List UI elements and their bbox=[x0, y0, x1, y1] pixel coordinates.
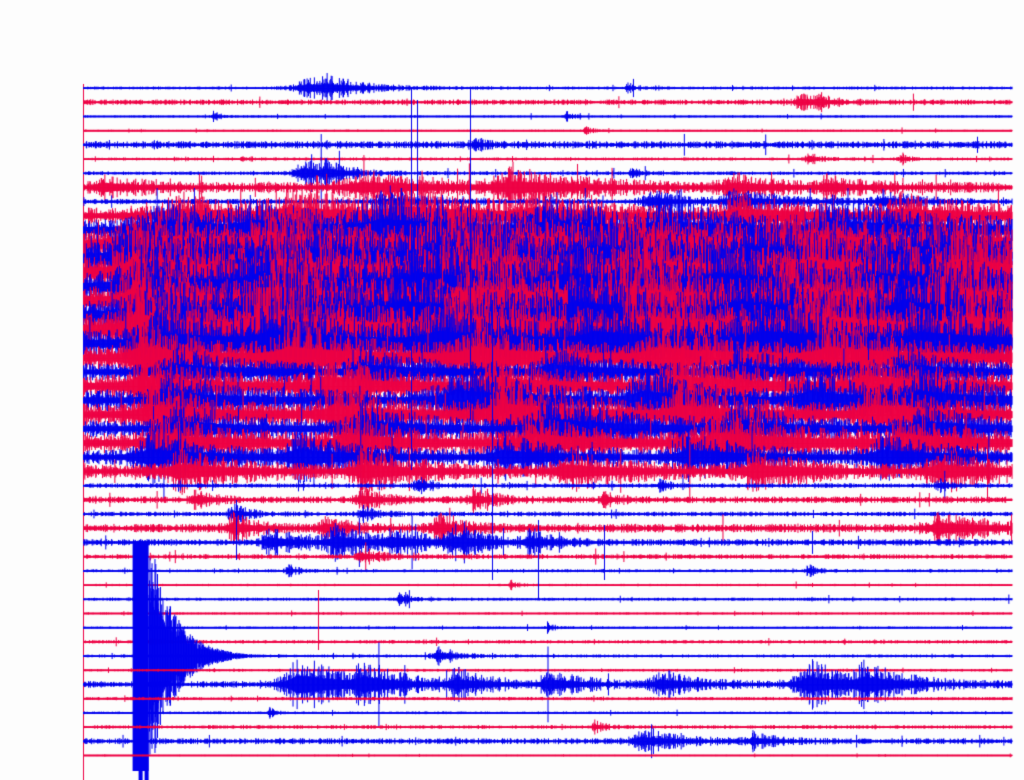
seismogram-traces bbox=[0, 0, 1024, 780]
helicorder-plot: HA Markates Applied filter: WWSSN-SP 201… bbox=[0, 0, 1024, 780]
